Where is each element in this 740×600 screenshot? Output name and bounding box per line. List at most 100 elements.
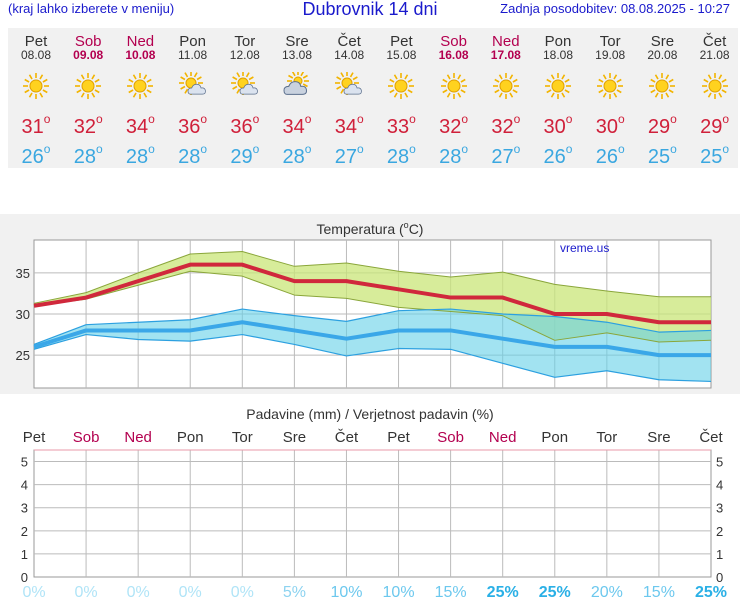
y-tick-label-right: 0	[716, 570, 723, 585]
day-name: Pet	[390, 33, 413, 50]
day-name: Čet	[702, 33, 727, 50]
max-temperature: 34o	[334, 112, 364, 138]
degree-symbol: o	[43, 142, 51, 156]
degree-symbol: o	[304, 142, 312, 156]
sun-icon	[74, 72, 102, 100]
precipitation-probability: 15%	[435, 584, 467, 600]
temperature-chart: 25 30 35 Temperatura (oC) vreme.us	[0, 214, 740, 394]
precipitation-probability: 15%	[643, 584, 675, 600]
max-upper-line	[33, 251, 711, 304]
day-name: Sre	[650, 33, 675, 50]
partly-cloudy-icon	[335, 71, 363, 95]
degree-symbol: o	[617, 142, 625, 156]
day-name: Tor	[599, 33, 621, 50]
precipitation-probability: 0%	[179, 584, 202, 600]
degree-symbol: o	[95, 142, 103, 156]
x-category-label: Pet	[387, 429, 410, 446]
partly-cloudy-icon	[178, 71, 207, 100]
sun-icon	[388, 73, 415, 99]
degree-symbol: o	[409, 112, 416, 126]
sun-icon	[544, 72, 572, 100]
degree-symbol: o	[722, 142, 730, 156]
min-temperature: 26o	[21, 142, 51, 168]
min-temperature: 25o	[700, 142, 730, 168]
partly-cloudy-icon	[230, 71, 259, 100]
sun-icon	[22, 72, 50, 100]
degree-symbol: o	[200, 142, 208, 156]
day-date: 11.08	[178, 48, 208, 62]
day-name: Čet	[337, 33, 361, 50]
x-category-label: Ned	[124, 429, 152, 446]
day-date: 15.08	[386, 48, 417, 62]
sun-icon	[127, 73, 154, 99]
degree-symbol: o	[304, 112, 312, 126]
degree-symbol: o	[252, 142, 260, 156]
max-temperature: 36o	[178, 112, 208, 138]
day-name: Pet	[24, 33, 48, 50]
sun-icon	[440, 73, 467, 99]
x-category-label: Tor	[596, 429, 617, 446]
degree-symbol: o	[404, 220, 409, 230]
min-temperature: 25o	[647, 142, 677, 168]
sun-icon	[387, 72, 415, 100]
day-date: 17.08	[490, 48, 521, 62]
x-category-label: Pon	[177, 429, 204, 446]
y-tick-label-left: 1	[21, 547, 28, 562]
y-tick-label-right: 4	[716, 478, 723, 493]
sun-icon	[545, 73, 571, 99]
x-category-label: Sre	[283, 429, 306, 446]
sun-icon	[701, 72, 729, 100]
max-temperature: 34o	[125, 112, 155, 138]
precipitation-probability: 10%	[383, 584, 415, 600]
y-tick-label-left: 4	[21, 478, 28, 493]
chart-title: Temperatura (oC)	[317, 220, 424, 237]
max-temperature: 31o	[21, 112, 51, 138]
location-menu-hint[interactable]: (kraj lahko izberete v meniju)	[8, 1, 175, 16]
day-date: 12.08	[229, 48, 260, 62]
min-temperature: 26o	[543, 142, 573, 168]
x-category-label: Pon	[541, 429, 568, 446]
day-date: 14.08	[334, 48, 365, 62]
cloudy-icon	[283, 70, 309, 95]
day-name: Pon	[179, 33, 206, 50]
degree-symbol: o	[252, 112, 260, 126]
degree-symbol: o	[95, 112, 103, 126]
day-name: Ned	[126, 33, 155, 50]
y-tick-label-left: 2	[21, 524, 28, 539]
y-tick-label-left: 5	[21, 455, 28, 470]
day-date: 20.08	[647, 48, 678, 62]
degree-symbol: o	[356, 112, 364, 126]
x-category-label: Pet	[23, 429, 46, 446]
x-category-label: Čet	[335, 429, 359, 446]
max-temperature-line	[33, 262, 711, 325]
partly-cloudy-icon	[230, 71, 258, 95]
partly-cloudy-icon	[178, 71, 206, 95]
min-temperature: 28o	[386, 142, 416, 168]
precipitation-probability: 0%	[127, 584, 150, 600]
y-tick-label: 30	[16, 307, 30, 322]
precipitation-probability: 25%	[487, 584, 519, 600]
degree-symbol: o	[565, 112, 573, 126]
last-updated: Zadnja posodobitev: 08.08.2025 - 10:27	[500, 1, 730, 16]
page-title: Dubrovnik 14 dni	[302, 0, 438, 19]
max-temperature: 34o	[282, 112, 312, 138]
degree-symbol: o	[670, 142, 677, 156]
sun-icon	[649, 73, 676, 99]
x-category-label: Tor	[232, 429, 253, 446]
sun-icon	[126, 72, 154, 100]
max-lower-line	[33, 270, 712, 343]
day-date: 09.08	[73, 48, 104, 62]
watermark: vreme.us	[560, 241, 609, 255]
min-temperature: 29o	[230, 142, 260, 168]
max-temperature: 29o	[647, 112, 677, 138]
precipitation-probability: 25%	[539, 584, 571, 600]
max-temperature: 30o	[595, 112, 625, 138]
day-date: 18.08	[542, 48, 574, 62]
precipitation-probability: 5%	[283, 584, 306, 600]
y-tick-label-right: 3	[716, 501, 723, 516]
sun-icon	[597, 73, 624, 99]
min-temperature: 28o	[73, 142, 103, 168]
y-tick-label: 25	[16, 348, 30, 363]
sun-icon	[23, 73, 49, 99]
x-category-label: Sre	[647, 429, 670, 446]
